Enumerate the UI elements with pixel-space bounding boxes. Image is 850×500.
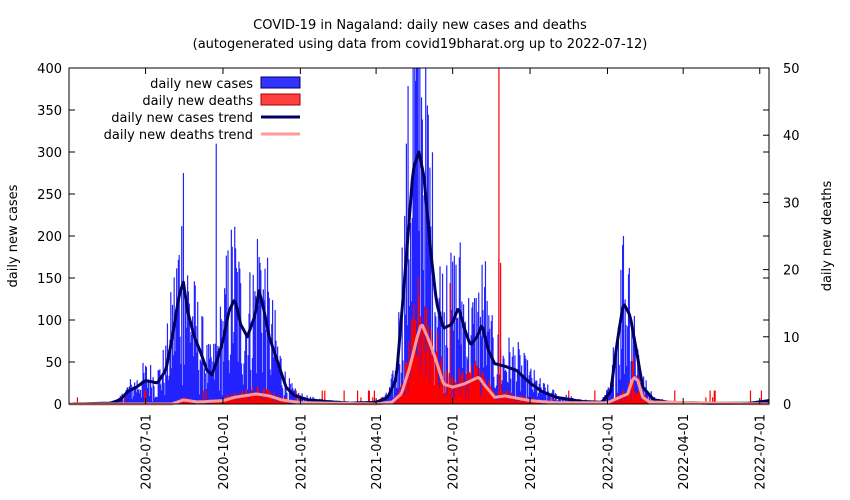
y-tick-label: 50 xyxy=(45,356,62,371)
x-tick-label: 2021-01-01 xyxy=(294,414,309,490)
chart-subtitle: (autogenerated using data from covid19bh… xyxy=(193,37,648,52)
x-axis-ticks: 2020-07-01 2020-10-01 2021-01-01 2021-04-01… xyxy=(140,68,769,490)
y-tick-label: 400 xyxy=(37,62,62,77)
left-axis-ticks: 0 50 100 150 200 250 300 350 400 xyxy=(37,62,769,413)
y2-tick-label: 0 xyxy=(783,398,791,413)
y-tick-label: 350 xyxy=(37,104,62,119)
y2-tick-label: 40 xyxy=(783,129,800,144)
y2-tick-label: 50 xyxy=(783,62,800,77)
chart-title: COVID-19 in Nagaland: daily new cases an… xyxy=(253,18,587,33)
right-axis-ticks: 0 10 20 30 40 50 xyxy=(763,62,800,413)
x-tick-label: 2020-07-01 xyxy=(140,414,155,490)
legend-label-cases-trend: daily new cases trend xyxy=(111,111,253,126)
x-tick-label: 2022-01-01 xyxy=(601,414,616,490)
y-tick-label: 150 xyxy=(37,272,62,287)
y2-tick-label: 10 xyxy=(783,331,800,346)
x-tick-label: 2021-04-01 xyxy=(370,414,385,490)
legend-label-deaths-trend: daily new deaths trend xyxy=(104,128,253,143)
x-tick-label: 2020-10-01 xyxy=(217,414,232,490)
x-tick-label: 2021-10-01 xyxy=(524,414,539,490)
y-tick-label: 200 xyxy=(37,230,62,245)
y-axis-label: daily new cases xyxy=(6,184,21,287)
y-tick-label: 250 xyxy=(37,188,62,203)
y-tick-label: 0 xyxy=(54,398,62,413)
x-tick-label: 2021-07-01 xyxy=(447,414,462,490)
y2-axis-label: daily new deaths xyxy=(820,180,835,291)
y-tick-label: 300 xyxy=(37,146,62,161)
cases-trend-line xyxy=(69,150,770,406)
y-tick-label: 100 xyxy=(37,314,62,329)
legend-label-deaths: daily new deaths xyxy=(142,94,253,109)
deaths-trend-line xyxy=(69,323,769,406)
legend-label-cases: daily new cases xyxy=(150,77,253,92)
y2-tick-label: 20 xyxy=(783,264,800,279)
legend-swatch-cases xyxy=(260,76,301,89)
plot-area xyxy=(69,68,770,406)
x-tick-label: 2022-07-01 xyxy=(754,414,769,490)
legend-swatch-deaths xyxy=(260,93,301,106)
y2-tick-label: 30 xyxy=(783,196,800,211)
legend: daily new cases daily new deaths daily n… xyxy=(104,76,301,143)
x-tick-label: 2022-04-01 xyxy=(677,414,692,490)
